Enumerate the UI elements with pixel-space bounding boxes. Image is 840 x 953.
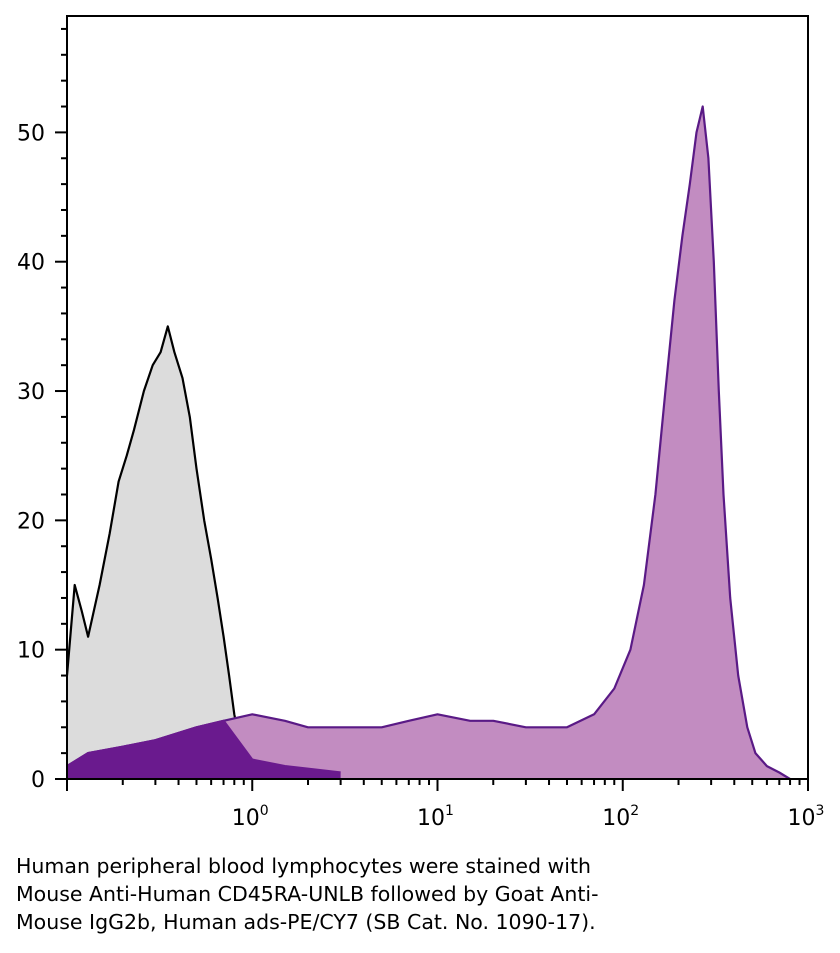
- caption-line-2: Mouse Anti-Human CD45RA-UNLB followed by…: [16, 882, 599, 906]
- caption-line-3: Mouse IgG2b, Human ads-PE/CY7 (SB Cat. N…: [16, 910, 596, 934]
- caption-line-1: Human peripheral blood lymphocytes were …: [16, 854, 592, 878]
- y-tick-label: 0: [31, 768, 45, 793]
- y-tick-label: 20: [17, 509, 45, 534]
- histogram-chart: 0 10 20 30 40 50 100 101 102 103: [17, 15, 825, 831]
- y-tick-label: 40: [17, 251, 45, 276]
- axes-layer: 0 10 20 30 40 50 100 101 102 103: [17, 15, 825, 831]
- series-layer: [65, 105, 791, 781]
- series-line-2: [66, 719, 341, 774]
- figure-caption: Human peripheral blood lymphocytes were …: [16, 852, 816, 936]
- x-tick-label: 103: [788, 803, 825, 831]
- series-area-0: [67, 326, 341, 779]
- y-tick-label: 10: [17, 639, 45, 664]
- series-line-1: [66, 105, 791, 780]
- x-tick-label: 101: [417, 803, 454, 831]
- x-tick-label: 102: [602, 803, 639, 831]
- x-tick-label: 100: [232, 803, 269, 831]
- series-area-1: [67, 106, 790, 779]
- y-tick-label: 30: [17, 380, 45, 405]
- y-tick-label: 50: [17, 121, 45, 146]
